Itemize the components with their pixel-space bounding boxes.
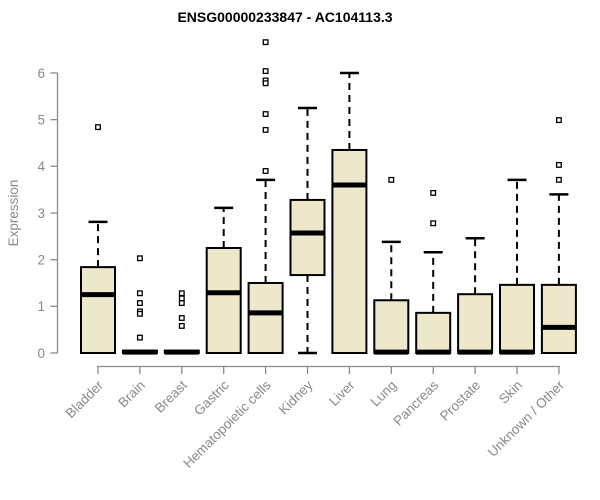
outlier-point — [178, 315, 185, 321]
y-axis-tick-label: 1 — [37, 299, 45, 314]
y-axis-label: Expression — [6, 180, 21, 247]
outlier-point — [136, 310, 143, 317]
outlier-point — [262, 126, 269, 133]
y-axis-tick-label: 3 — [37, 206, 45, 221]
box-pancreas — [415, 189, 452, 355]
outlier-point — [262, 168, 269, 174]
y-axis-tick-label: 0 — [37, 346, 45, 361]
y-axis-tick-label: 5 — [37, 112, 45, 127]
box-rect — [540, 283, 577, 354]
x-axis-tick-label: Liver — [326, 377, 358, 409]
y-axis-tick-label: 6 — [37, 66, 45, 81]
outlier-point — [136, 334, 143, 341]
outlier-point — [136, 290, 143, 297]
x-axis-tick-label: Prostate — [437, 378, 483, 424]
y-axis-tick-label: 4 — [37, 159, 45, 174]
box-lung — [373, 176, 410, 355]
box-unknown-other — [540, 117, 577, 354]
x-axis-tick-label: Lung — [368, 378, 400, 410]
outlier-point — [430, 189, 437, 196]
box-rect — [247, 281, 284, 354]
box-rect — [80, 266, 116, 354]
outlier-point — [178, 322, 185, 329]
x-axis-tick-label: Pancreas — [390, 377, 441, 428]
outlier-point — [430, 220, 437, 227]
x-axis-tick-label: Skin — [496, 378, 525, 407]
box-kidney — [289, 106, 326, 355]
x-axis-tick-label: Kidney — [276, 377, 316, 417]
x-axis-tick-label: Breast — [152, 377, 190, 415]
box-rect — [457, 293, 494, 354]
outlier-point — [178, 295, 185, 302]
box-gastric — [205, 206, 242, 354]
y-axis-tick-label: 2 — [37, 252, 45, 267]
box-rect — [289, 198, 326, 277]
outlier-point — [262, 68, 269, 75]
box-skin — [499, 178, 535, 355]
outlier-point — [262, 39, 269, 46]
outlier-point — [136, 255, 143, 262]
x-axis-tick-label: Bladder — [63, 377, 107, 421]
outlier-point — [555, 117, 562, 124]
box-bladder — [80, 124, 116, 354]
box-breast — [163, 290, 200, 355]
box-rect — [205, 246, 242, 354]
chart-title: ENSG00000233847 - AC104113.3 — [177, 9, 392, 25]
outlier-point — [136, 300, 143, 307]
outlier-point — [555, 161, 562, 168]
box-rect — [499, 283, 535, 354]
box-prostate — [457, 236, 494, 355]
outlier-point — [178, 300, 185, 307]
outlier-point — [262, 111, 269, 117]
x-axis-tick-label: Gastric — [191, 377, 232, 418]
box-rect — [373, 299, 410, 355]
outlier-point — [95, 124, 101, 131]
outlier-point — [262, 80, 269, 87]
outlier-point — [388, 176, 395, 183]
box-rect — [331, 148, 368, 354]
x-axis-tick-label: Brain — [115, 378, 148, 411]
box-brain — [121, 255, 158, 355]
x-axis-tick-label: Unknown / Other — [485, 377, 568, 460]
box-rect — [415, 311, 452, 354]
box-liver — [331, 71, 368, 354]
outlier-point — [555, 176, 562, 183]
outlier-point — [178, 290, 185, 297]
box-hematopoietic-cells — [247, 39, 284, 354]
